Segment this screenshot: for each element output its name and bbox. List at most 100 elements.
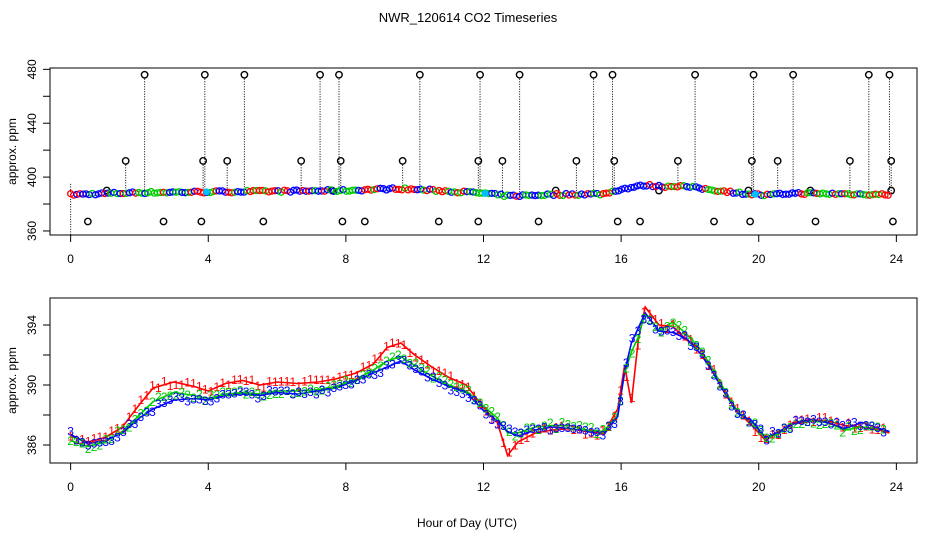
series-marker-3: 3 [459,387,466,401]
flag-marker [476,70,484,79]
series-marker-2: 2 [91,440,98,454]
series-marker-2: 2 [869,420,876,434]
series-marker-2: 2 [371,361,378,375]
series-marker-2: 2 [377,359,384,373]
series-marker-1: 1 [839,420,846,434]
series-marker-2: 2 [120,423,127,437]
series-marker-3: 3 [804,415,811,429]
flag-marker [199,157,208,165]
series-marker-2: 2 [85,442,92,456]
series-marker-2: 2 [295,386,302,400]
series-marker-3: 3 [711,369,718,383]
series-marker-2: 2 [313,384,320,398]
series-marker-2: 2 [79,436,86,450]
flag-marker [710,217,718,226]
series-marker-3: 3 [184,394,191,408]
series-marker-2: 2 [73,435,80,449]
series-marker-3: 3 [137,410,144,424]
series-marker-1: 1 [541,421,548,435]
series-marker-1: 1 [833,415,840,429]
series-marker-3: 3 [371,368,378,382]
series-marker-2: 2 [611,410,618,424]
series-marker-3: 3 [330,381,337,395]
series-marker-1: 1 [126,410,133,424]
series-marker-2: 2 [272,387,279,401]
flag-marker [613,217,622,226]
series-marker-3: 3 [506,422,513,436]
flag-marker [673,157,682,165]
series-marker-2: 2 [518,426,525,440]
series-marker-1: 1 [173,378,180,392]
series-marker-2: 2 [494,410,501,424]
series-line-2 [70,311,890,448]
series-marker-1: 1 [483,405,490,419]
series-marker-1: 1 [453,377,460,391]
series-marker-3: 3 [617,395,624,409]
series-marker-1: 1 [874,423,881,437]
series-marker-1: 1 [301,375,308,389]
series-marker-3: 3 [670,325,677,339]
lower-y-axis-label: approx. ppm [5,347,19,414]
series-marker-3: 3 [576,423,583,437]
series-marker-3: 3 [880,425,887,439]
series-marker-2: 2 [102,432,109,446]
series-marker-3: 3 [167,393,174,407]
series-marker-2: 2 [763,431,770,445]
series-marker-2: 2 [395,348,402,362]
x-tick-label: 8 [343,480,350,494]
series-marker-1: 1 [366,358,373,372]
series-marker-3: 3 [395,353,402,367]
series-marker-3: 3 [547,423,554,437]
series-marker-2: 2 [184,388,191,402]
series-marker-2: 2 [722,385,729,399]
series-marker-1: 1 [687,333,694,347]
series-marker-1: 1 [746,414,753,428]
series-marker-3: 3 [752,417,759,431]
series-marker-2: 2 [143,404,150,418]
series-marker-2: 2 [214,388,221,402]
series-marker-3: 3 [693,340,700,354]
series-marker-3: 3 [173,390,180,404]
series-marker-3: 3 [430,370,437,384]
x-tick-label: 4 [205,252,212,266]
series-marker-3: 3 [249,388,256,402]
series-marker-3: 3 [161,396,168,410]
series-marker-2: 2 [512,429,519,443]
series-marker-2: 2 [857,423,864,437]
series-marker-2: 2 [290,387,297,401]
series-marker-1: 1 [407,346,414,360]
series-marker-3: 3 [646,314,653,328]
series-marker-1: 1 [249,373,256,387]
series-marker-1: 1 [816,410,823,424]
series-marker-1: 1 [611,409,618,423]
series-marker-1: 1 [342,369,349,383]
series-marker-3: 3 [336,380,343,394]
series-marker-3: 3 [442,379,449,393]
series-marker-1: 1 [711,363,718,377]
series-marker-1: 1 [705,359,712,373]
flag-marker [336,157,345,165]
series-marker-2: 2 [67,434,74,448]
series-marker-1: 1 [231,373,238,387]
y-tick-label: 394 [25,315,39,335]
flag-marker [747,157,756,165]
series-marker-1: 1 [734,402,741,416]
series-marker-1: 1 [196,380,203,394]
series-marker-1: 1 [547,424,554,438]
series-marker-3: 3 [453,385,460,399]
series-marker-3: 3 [465,391,472,405]
series-marker-3: 3 [418,364,425,378]
series-marker-3: 3 [635,324,642,338]
series-marker-3: 3 [377,366,384,380]
series-marker-2: 2 [500,419,507,433]
series-marker-3: 3 [325,386,332,400]
series-marker-2: 2 [442,373,449,387]
series-marker-1: 1 [524,431,531,445]
series-marker-3: 3 [494,417,501,431]
series-marker-2: 2 [137,407,144,421]
lower-y-axis: 386 390 394 [25,315,51,455]
series-marker-3: 3 [787,422,794,436]
series-marker-2: 2 [178,386,185,400]
series-marker-3: 3 [564,421,571,435]
